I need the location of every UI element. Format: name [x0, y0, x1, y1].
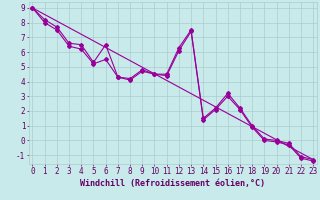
X-axis label: Windchill (Refroidissement éolien,°C): Windchill (Refroidissement éolien,°C) [80, 179, 265, 188]
